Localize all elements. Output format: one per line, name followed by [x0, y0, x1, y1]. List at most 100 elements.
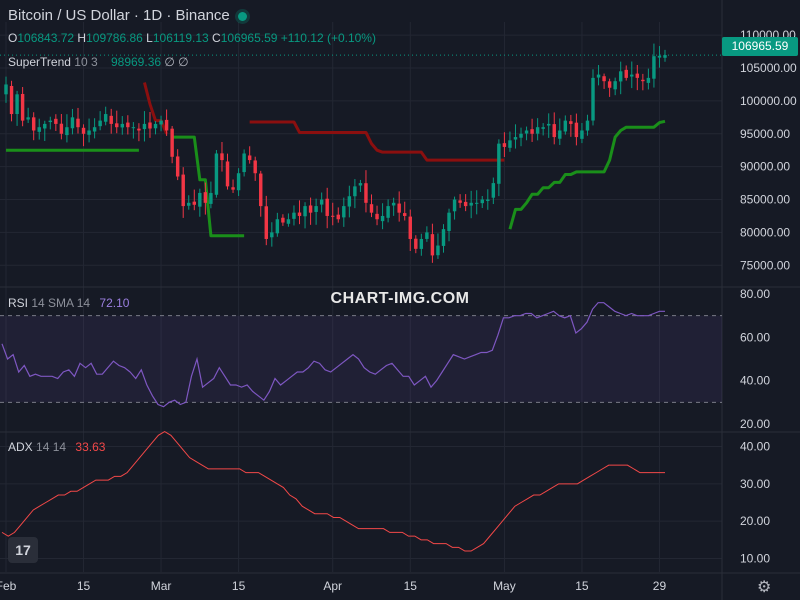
time-axis[interactable]: Feb 15 Mar 15 Apr 15 May 15 29	[0, 579, 666, 593]
time-tick-label: 15	[575, 579, 589, 593]
candle-body	[281, 218, 284, 223]
close-label: C	[212, 31, 221, 45]
candle	[586, 115, 589, 136]
candle	[658, 46, 661, 68]
candle-body	[597, 75, 600, 78]
change-value: +110.12 (+0.10%)	[281, 31, 376, 45]
candle	[270, 222, 273, 246]
candle	[514, 124, 517, 148]
high-value: 109786.86	[86, 31, 143, 45]
candle	[469, 191, 472, 218]
candle-body	[481, 200, 484, 204]
candle-body	[613, 81, 616, 89]
low-label: L	[146, 31, 153, 45]
candle	[641, 74, 644, 90]
candle	[442, 224, 445, 253]
candle	[392, 198, 395, 216]
candle-body	[226, 161, 229, 186]
adx-value: 33.63	[75, 440, 105, 454]
candle-body	[647, 78, 650, 83]
candle	[580, 123, 583, 143]
candle	[4, 77, 7, 103]
candle-body	[469, 203, 472, 206]
adx-tick-label: 40.00	[740, 439, 770, 453]
adx-params: 14 14	[36, 440, 66, 454]
candle	[619, 62, 622, 95]
candle	[325, 188, 328, 228]
candle	[253, 157, 256, 181]
candle-body	[303, 206, 306, 216]
candle	[237, 168, 240, 196]
price-tick-label: 100000.00	[740, 94, 797, 108]
candle	[38, 119, 41, 140]
candle-body	[586, 121, 589, 131]
candle-body	[458, 200, 461, 202]
candle	[60, 114, 63, 139]
candle-body	[170, 129, 173, 157]
candle	[170, 126, 173, 163]
candle-body	[26, 117, 29, 119]
supertrend-value: 98969.36	[111, 55, 161, 69]
candle-body	[342, 206, 345, 217]
candle	[608, 79, 611, 97]
low-value: 106119.13	[153, 31, 209, 45]
candle-body	[575, 123, 578, 137]
candle	[93, 118, 96, 138]
candle	[486, 189, 489, 210]
candle-body	[375, 214, 378, 219]
candle-body	[21, 94, 24, 121]
candle-body	[292, 213, 295, 219]
candle	[314, 199, 317, 225]
candle	[647, 69, 650, 90]
candle-body	[486, 200, 489, 201]
candle-body	[569, 121, 572, 124]
price-tick-label: 85000.00	[740, 193, 790, 207]
rsi-tick-label: 40.00	[740, 374, 770, 388]
adx-legend[interactable]: ADX 14 14 33.63	[8, 440, 105, 454]
candle-body	[381, 216, 384, 221]
candle	[154, 121, 157, 134]
candle-body	[237, 173, 240, 190]
candle-body	[325, 199, 328, 216]
candle-body	[464, 202, 467, 206]
candle	[447, 209, 450, 242]
candle-body	[492, 183, 495, 198]
supertrend-legend[interactable]: SuperTrend 10 3 98969.36 ∅ ∅	[8, 55, 189, 69]
candle-body	[519, 134, 522, 138]
candle-body	[425, 232, 428, 239]
candle-body	[143, 124, 146, 129]
rsi-band-fill	[0, 316, 722, 403]
candle	[414, 235, 417, 253]
candle-body	[137, 129, 140, 131]
candle	[481, 196, 484, 208]
market-status-icon	[238, 12, 247, 21]
candle-body	[652, 56, 655, 78]
candle	[530, 119, 533, 142]
candle	[71, 109, 74, 134]
candle-body	[198, 193, 201, 207]
candle-body	[625, 70, 628, 78]
candle-body	[10, 86, 13, 114]
time-tick-label: 29	[653, 579, 667, 593]
candle-body	[370, 204, 373, 212]
time-tick-label: Apr	[323, 579, 342, 593]
candle-body	[65, 127, 68, 135]
gear-icon[interactable]: ⚙	[757, 577, 771, 597]
last-price-tag: 106965.59	[722, 37, 798, 56]
price-tick-label: 75000.00	[740, 258, 790, 272]
candle-body	[38, 127, 41, 132]
candle	[87, 119, 90, 143]
candle-body	[397, 204, 400, 213]
candle-body	[436, 246, 439, 256]
candle	[464, 194, 467, 211]
candle	[54, 114, 57, 131]
candle	[104, 107, 107, 126]
supertrend-segment	[510, 121, 665, 229]
candlestick-series[interactable]	[4, 44, 666, 263]
candle	[159, 116, 162, 132]
adx-name: ADX	[8, 440, 33, 454]
candle	[397, 191, 400, 221]
candle-body	[348, 196, 351, 206]
candle	[497, 139, 500, 196]
candle	[21, 87, 24, 126]
